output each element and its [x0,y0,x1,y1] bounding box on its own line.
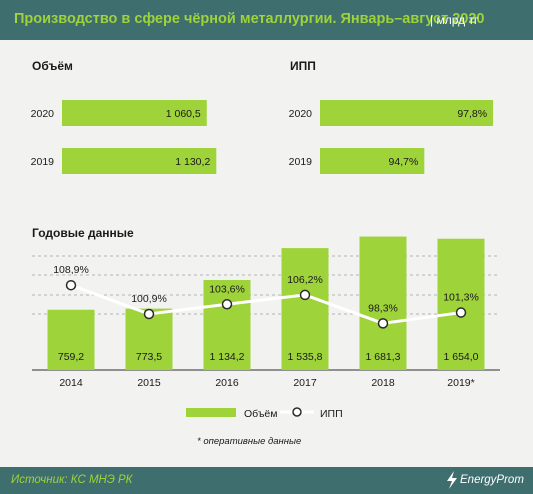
ipp-point [65,279,77,291]
annual-panel-title: Годовые данные [32,226,134,240]
chart-legend: Объём ИПП [186,407,343,420]
source-note: Источник: КС МНЭ РК [11,474,133,486]
annual-year-label: 2014 [59,377,83,389]
ipp-point [221,299,233,310]
annual-bar [437,238,485,370]
ipp-value-label: 94,7% [389,156,419,168]
annual-bar [47,309,95,370]
brand-logo: EnergyProm [460,474,524,486]
unit-label: | млрд тг [430,13,479,27]
ipp-bar-chart: 2020 97,8% 2019 94,7% [289,100,494,174]
ipp-point-label: 103,6% [209,283,245,295]
annual-bar [203,279,251,370]
ipp-point [455,307,467,318]
volume-category-label: 2020 [31,108,55,120]
legend-swatch-volume [186,408,236,417]
annual-bar-value-label: 1 134,2 [209,351,244,363]
ipp-category-label: 2019 [289,156,313,168]
ipp-point [299,289,311,301]
ipp-bar [320,100,494,126]
ipp-point-label: 106,2% [287,274,323,286]
annual-bar-value-label: 759,2 [58,351,84,363]
annual-bar-value-label: 1 535,8 [287,351,322,363]
ipp-point-label: 98,3% [368,302,398,314]
annual-bar [281,248,329,370]
volume-bar [62,148,217,174]
volume-value-label: 1 060,5 [166,108,201,120]
header-bar [0,0,533,40]
footnote: * оперативные данные [197,436,301,447]
ipp-point-label: 108,9% [53,264,89,276]
ipp-point-label: 101,3% [443,292,479,304]
ipp-category-label: 2020 [289,108,313,120]
page-title: Производство в сфере чёрной металлургии.… [14,11,485,27]
ipp-value-label: 97,8% [457,108,487,120]
legend-label-volume: Объём [244,408,277,420]
ipp-point-label: 100,9% [131,293,167,305]
annual-year-label: 2019* [447,377,474,389]
annual-year-label: 2018 [371,377,395,389]
ipp-point [143,308,155,320]
volume-bar-chart: 2020 1 060,5 2019 1 130,2 [31,100,217,174]
legend-marker-ipp [292,407,302,417]
volume-panel-title: Объём [32,59,73,73]
ipp-line [70,283,462,325]
annual-bar-value-label: 1 654,0 [443,351,478,363]
annual-year-label: 2017 [293,377,317,389]
ipp-panel-title: ИПП [290,59,316,73]
ipp-point [377,318,389,329]
annual-bar-value-label: 773,5 [136,351,162,363]
volume-value-label: 1 130,2 [175,156,210,168]
legend-label-ipp: ИПП [320,408,343,420]
annual-combo-chart: 759,2 2014 773,5 2015 1 134,2 2016 1 535,8 2017… [32,236,500,389]
annual-bar-value-label: 1 681,3 [365,351,400,363]
lightning-logo-icon [447,471,457,489]
footer-bar [0,467,533,494]
annual-year-label: 2016 [215,377,239,389]
volume-bar [62,100,207,126]
annual-year-label: 2015 [137,377,161,389]
volume-category-label: 2019 [31,156,55,168]
ipp-bar [320,148,425,174]
annual-bar [359,236,407,370]
